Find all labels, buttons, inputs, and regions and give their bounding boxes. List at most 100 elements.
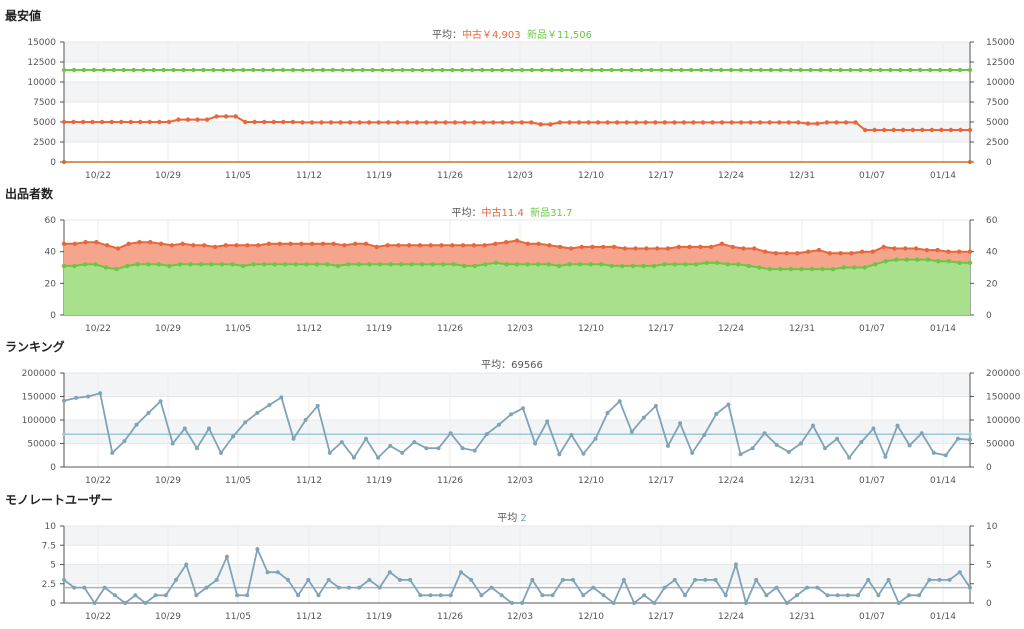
average-point — [62, 432, 66, 437]
data-point — [479, 593, 484, 598]
data-point — [147, 119, 152, 125]
data-point — [708, 244, 714, 250]
data-point — [590, 244, 595, 250]
data-point — [484, 432, 489, 437]
data-point — [820, 266, 825, 272]
data-point — [676, 244, 681, 250]
data-point — [811, 423, 815, 428]
y-tick-label-left: 150000 — [22, 393, 57, 403]
data-point — [557, 120, 563, 125]
average-ranking: 平均：69566 — [0, 356, 1024, 371]
data-point — [131, 67, 136, 73]
data-point — [198, 262, 204, 267]
data-point — [778, 266, 783, 272]
data-point — [569, 67, 574, 73]
data-point — [482, 243, 487, 248]
data-point — [134, 422, 139, 427]
x-tick-label: 11/19 — [366, 612, 392, 622]
data-point — [958, 127, 963, 133]
y-tick-label-right: 0 — [986, 599, 992, 609]
data-point — [182, 426, 187, 431]
data-point — [496, 422, 501, 427]
y-tick-label-right: 10 — [986, 522, 998, 532]
data-point — [632, 601, 637, 605]
data-point — [141, 67, 146, 73]
data-point — [847, 455, 852, 460]
data-point — [886, 577, 891, 582]
data-point — [634, 120, 639, 125]
data-point — [504, 240, 509, 245]
x-tick-label: 01/14 — [930, 476, 956, 486]
x-tick-label: 11/26 — [437, 612, 463, 622]
data-point — [433, 120, 439, 125]
x-tick-label: 01/07 — [859, 476, 885, 486]
data-point — [280, 67, 286, 73]
data-point — [483, 262, 488, 267]
data-point — [251, 262, 256, 267]
data-point — [98, 391, 103, 396]
average-seller-count: 平均：中古11.4 新品31.7 — [0, 204, 1024, 219]
data-point — [90, 119, 95, 125]
data-point — [672, 120, 677, 125]
data-point — [489, 67, 495, 73]
x-tick-label: 11/05 — [225, 476, 251, 486]
data-point — [549, 67, 554, 73]
data-point — [319, 120, 324, 125]
data-point — [283, 262, 288, 267]
data-point — [915, 257, 920, 262]
data-point — [758, 67, 764, 73]
data-point — [662, 585, 667, 590]
y-tick-label-left: 40 — [45, 248, 57, 258]
data-point — [418, 593, 423, 598]
x-tick-label: 12/10 — [578, 324, 604, 334]
data-point — [870, 249, 876, 254]
data-point — [871, 426, 876, 431]
data-point — [61, 263, 67, 269]
average-used: 中古￥4,903 — [462, 30, 521, 41]
data-point — [693, 262, 699, 267]
x-tick-label: 12/17 — [648, 324, 674, 334]
data-point — [114, 266, 119, 272]
data-point — [452, 120, 458, 125]
data-point — [529, 120, 534, 125]
section-title-seller-count: 出品者数 — [5, 187, 54, 201]
data-point — [798, 441, 803, 446]
data-point — [212, 244, 218, 250]
data-point — [330, 67, 335, 73]
average-new: 新品￥11,506 — [527, 30, 592, 41]
y-tick-label-right: 150000 — [986, 393, 1021, 403]
data-point — [927, 577, 932, 582]
data-point — [567, 262, 572, 267]
data-point — [376, 455, 381, 460]
data-point — [211, 67, 216, 73]
data-point — [882, 127, 887, 133]
data-point — [881, 244, 886, 250]
data-point — [443, 120, 448, 125]
data-point — [798, 67, 803, 73]
data-point — [683, 262, 688, 267]
data-point — [891, 127, 896, 133]
data-point — [340, 67, 345, 73]
data-point — [828, 67, 833, 73]
data-point — [830, 266, 836, 272]
data-point — [567, 120, 572, 125]
x-tick-label: 10/29 — [155, 171, 181, 181]
data-point — [955, 436, 960, 441]
data-point — [177, 262, 183, 267]
data-point — [414, 120, 420, 125]
data-point — [471, 120, 477, 125]
data-point — [568, 246, 574, 251]
average-lowest-price: 平均：中古￥4,903 新品￥11,506 — [0, 26, 1024, 41]
data-point — [81, 67, 87, 73]
data-point — [221, 67, 226, 73]
data-point — [440, 67, 445, 73]
data-point — [417, 243, 423, 248]
y-tick-label-left: 50000 — [27, 440, 56, 450]
data-point — [892, 246, 897, 251]
data-point — [230, 262, 235, 267]
y-tick-label-left: 0 — [50, 311, 56, 321]
data-point — [104, 243, 110, 248]
data-point — [599, 67, 604, 73]
section-title-lowest-price: 最安値 — [5, 9, 42, 23]
data-point — [472, 448, 477, 453]
